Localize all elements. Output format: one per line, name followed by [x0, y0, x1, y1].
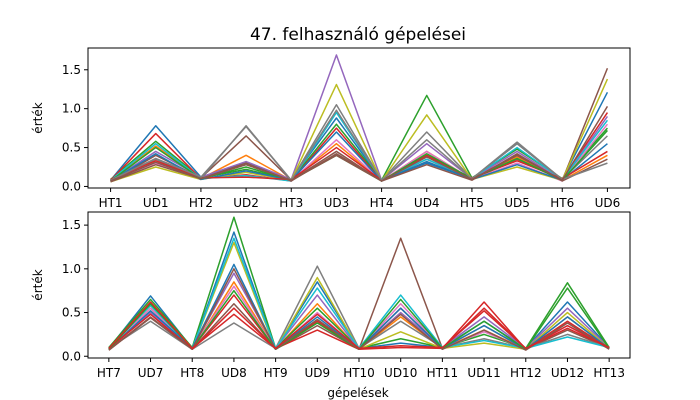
x-tick-label: HT12: [510, 366, 542, 380]
y-axis-label: érték: [31, 102, 45, 133]
x-tick-label: HT3: [279, 196, 303, 210]
top-subplot: HT1 UD1 HT2 UD2 HT3 UD3 HT4 UD4 HT5 UD5 HT6 UD6 0.0 0…: [31, 47, 631, 210]
x-tick-label: UD9: [304, 366, 330, 380]
y-tick-label: 0.5: [62, 141, 81, 155]
x-tick-label: UD12: [551, 366, 584, 380]
series-line-11: [110, 146, 608, 181]
x-tick-label: UD7: [138, 366, 164, 380]
x-tick-label: HT8: [180, 366, 204, 380]
chart-title: 47. felhasználó gépelései: [250, 25, 466, 45]
series-line-8: [110, 78, 609, 183]
x-tick-label: HT6: [550, 196, 574, 210]
bottom-subplot: HT7 UD7 HT8 UD8 HT9 UD9 HT10 UD10 HT11 UD11 HT12 UD…: [31, 211, 631, 380]
y-tick-label: 1.5: [62, 63, 81, 77]
y-tick-label: 1.5: [62, 218, 81, 232]
series-line-14: [108, 301, 610, 350]
y-tick-label: 0.5: [62, 306, 81, 320]
x-tick-label: UD2: [233, 196, 259, 210]
x-tick-label: UD5: [504, 196, 530, 210]
y-tick-label: 0.0: [62, 349, 81, 363]
y-tick-label: 1.0: [62, 102, 81, 116]
y-tick-label: 0.0: [62, 179, 81, 193]
x-tick-label: UD1: [143, 196, 169, 210]
series-line-8: [108, 241, 610, 351]
plot-frame: [87, 47, 631, 189]
series-line-15: [110, 105, 609, 182]
x-tick-label: HT9: [264, 366, 288, 380]
series-line-9: [108, 237, 610, 350]
x-tick-label: HT4: [370, 196, 394, 210]
x-tick-label: UD8: [221, 366, 247, 380]
y-axis-label: érték: [31, 269, 45, 300]
x-tick-label: UD10: [384, 366, 417, 380]
x-tick-label: HT2: [189, 196, 213, 210]
x-tick-label: HT1: [99, 196, 123, 210]
series-line-13: [108, 268, 610, 351]
x-tick-label: UD3: [324, 196, 350, 210]
x-tick-label: HT7: [97, 366, 121, 380]
y-tick-label: 1.0: [62, 262, 81, 276]
series-line-0: [108, 231, 610, 350]
series-line-2: [108, 216, 610, 350]
series-line-5: [108, 237, 610, 351]
x-tick-label: UD6: [595, 196, 621, 210]
x-tick-label: UD4: [414, 196, 440, 210]
x-tick-label: HT10: [343, 366, 375, 380]
series-line-14: [110, 109, 608, 181]
x-axis-label: gépelések: [327, 386, 388, 400]
x-tick-label: UD11: [467, 366, 500, 380]
x-tick-label: HT5: [460, 196, 484, 210]
x-tick-label: HT13: [593, 366, 625, 380]
x-tick-label: HT11: [427, 366, 459, 380]
